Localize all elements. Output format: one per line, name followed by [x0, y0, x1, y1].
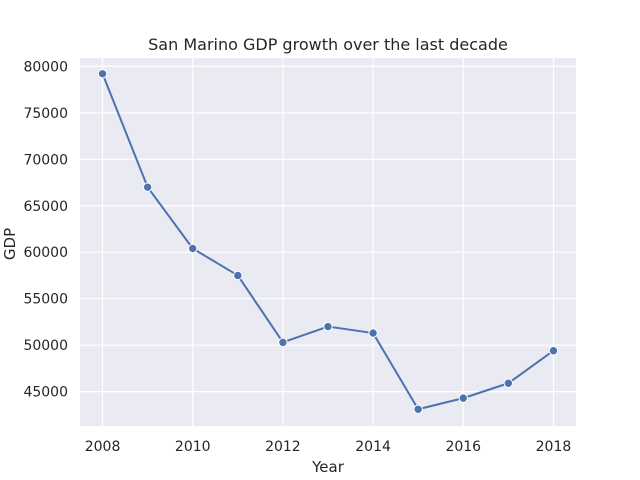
tick-labels: 2008 2010 2012 2014 2016 2018 45000 50000 55000 6… — [23, 59, 571, 455]
y-tick-label: 60000 — [23, 245, 68, 261]
y-tick-label: 75000 — [23, 106, 68, 122]
data-point — [503, 378, 514, 388]
data-point — [233, 270, 243, 281]
y-tick-label: 50000 — [23, 338, 68, 354]
y-tick-label: 80000 — [23, 59, 68, 75]
y-tick-label: 55000 — [23, 292, 68, 308]
data-point — [97, 69, 108, 79]
x-tick-label: 2008 — [85, 439, 121, 455]
x-axis-title: Year — [311, 458, 345, 476]
y-axis-title: GDP — [1, 228, 19, 260]
data-point — [413, 404, 423, 414]
data-point — [142, 182, 153, 192]
x-tick-label: 2018 — [536, 439, 572, 455]
x-tick-label: 2016 — [445, 439, 481, 455]
chart-title: San Marino GDP growth over the last deca… — [148, 35, 508, 54]
x-tick-label: 2010 — [175, 439, 211, 455]
x-tick-label: 2014 — [355, 439, 391, 455]
plot-area — [80, 58, 576, 426]
series-layer — [97, 69, 559, 414]
y-tick-label: 65000 — [23, 199, 68, 215]
data-point — [368, 328, 378, 338]
data-point — [188, 243, 198, 254]
data-point — [458, 393, 468, 403]
y-tick-label: 45000 — [23, 385, 68, 401]
data-point — [323, 321, 333, 332]
data-point — [548, 346, 559, 356]
x-tick-label: 2012 — [265, 439, 301, 455]
data-point — [278, 337, 288, 348]
y-tick-label: 70000 — [23, 152, 68, 168]
grid-lines — [80, 58, 576, 426]
